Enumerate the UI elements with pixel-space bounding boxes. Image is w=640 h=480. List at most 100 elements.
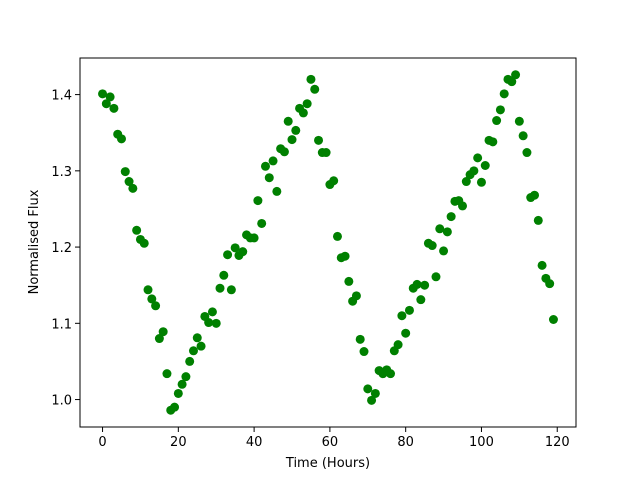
point bbox=[420, 280, 430, 290]
point bbox=[260, 161, 270, 171]
point bbox=[393, 340, 403, 350]
point bbox=[223, 250, 233, 260]
x-tick-label: 60 bbox=[322, 435, 339, 450]
point bbox=[109, 103, 119, 113]
point bbox=[230, 243, 240, 253]
point bbox=[321, 148, 331, 158]
point bbox=[355, 334, 365, 344]
point bbox=[533, 215, 543, 225]
point bbox=[215, 283, 225, 293]
x-tick-label: 0 bbox=[98, 435, 106, 450]
point bbox=[268, 156, 278, 166]
point bbox=[344, 276, 354, 286]
point bbox=[257, 218, 267, 228]
point bbox=[196, 341, 206, 351]
point bbox=[264, 173, 274, 183]
point bbox=[283, 116, 293, 126]
point bbox=[363, 384, 373, 394]
point bbox=[181, 372, 191, 382]
point bbox=[310, 84, 320, 94]
point bbox=[116, 134, 126, 144]
point bbox=[291, 125, 301, 135]
point bbox=[170, 402, 180, 412]
point bbox=[124, 177, 134, 187]
point bbox=[132, 225, 142, 235]
point bbox=[401, 328, 411, 338]
point bbox=[492, 116, 502, 126]
point bbox=[219, 270, 229, 280]
point bbox=[522, 148, 532, 158]
point bbox=[101, 99, 111, 109]
x-tick-label: 20 bbox=[170, 435, 187, 450]
y-tick-label: 1.0 bbox=[51, 394, 72, 409]
point bbox=[105, 92, 115, 102]
point bbox=[253, 196, 263, 206]
point bbox=[416, 295, 426, 305]
point bbox=[185, 356, 195, 366]
y-tick-label: 1.1 bbox=[51, 317, 72, 332]
point bbox=[495, 105, 505, 115]
point bbox=[287, 135, 297, 145]
x-tick-label: 80 bbox=[397, 435, 414, 450]
point bbox=[412, 279, 422, 289]
point bbox=[188, 346, 198, 356]
point bbox=[548, 315, 558, 325]
point bbox=[314, 135, 324, 145]
point bbox=[226, 285, 236, 295]
point bbox=[439, 246, 449, 256]
point bbox=[332, 231, 342, 241]
point bbox=[211, 318, 221, 328]
point bbox=[431, 272, 441, 282]
point bbox=[427, 241, 437, 251]
point bbox=[151, 301, 161, 311]
x-axis-label: Time (Hours) bbox=[285, 456, 370, 471]
point bbox=[499, 89, 509, 99]
point bbox=[518, 131, 528, 141]
x-tick-label: 40 bbox=[246, 435, 263, 450]
point bbox=[207, 307, 217, 317]
point bbox=[98, 89, 108, 99]
point bbox=[473, 153, 483, 163]
point bbox=[545, 279, 555, 289]
point bbox=[279, 147, 289, 157]
point bbox=[329, 176, 339, 186]
point bbox=[192, 333, 202, 343]
point bbox=[128, 183, 138, 193]
point bbox=[302, 99, 312, 109]
point bbox=[204, 318, 214, 328]
point bbox=[143, 285, 153, 295]
point bbox=[514, 116, 524, 126]
point bbox=[446, 212, 456, 222]
point bbox=[469, 166, 479, 176]
point bbox=[507, 77, 517, 87]
point bbox=[306, 74, 316, 84]
point bbox=[458, 201, 468, 211]
point bbox=[249, 233, 259, 243]
x-tick-label: 120 bbox=[545, 435, 570, 450]
point bbox=[461, 177, 471, 187]
point bbox=[537, 260, 547, 270]
point bbox=[139, 238, 149, 248]
x-tick-label: 100 bbox=[469, 435, 494, 450]
point bbox=[359, 347, 369, 357]
point bbox=[298, 108, 308, 118]
point bbox=[397, 311, 407, 321]
point bbox=[404, 305, 414, 315]
point bbox=[158, 327, 168, 337]
y-tick-label: 1.4 bbox=[51, 89, 72, 104]
point bbox=[386, 369, 396, 379]
plot-frame bbox=[79, 57, 577, 428]
y-axis-label: Normalised Flux bbox=[27, 189, 42, 294]
point bbox=[154, 334, 164, 344]
point bbox=[370, 388, 380, 398]
point bbox=[530, 190, 540, 200]
point bbox=[340, 251, 350, 261]
point bbox=[147, 294, 157, 304]
point bbox=[177, 379, 187, 389]
point bbox=[120, 167, 130, 177]
point bbox=[442, 227, 452, 237]
point bbox=[351, 291, 361, 301]
point bbox=[511, 70, 521, 80]
